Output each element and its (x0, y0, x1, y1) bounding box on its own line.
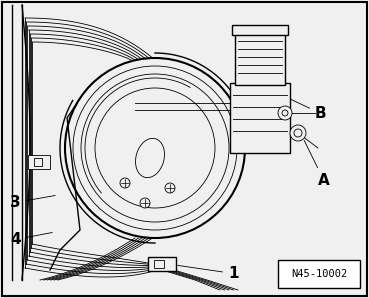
Text: A: A (304, 140, 330, 188)
Bar (154, 260, 164, 268)
Bar (235, 33, 285, 85)
Bar (278, 260, 360, 288)
Circle shape (120, 178, 130, 188)
Bar (28, 155, 50, 169)
Text: B: B (290, 99, 327, 121)
Bar (232, 25, 288, 35)
Text: 1: 1 (178, 266, 238, 281)
Circle shape (165, 183, 175, 193)
Bar (230, 83, 290, 153)
Circle shape (65, 58, 245, 238)
Text: 3: 3 (10, 195, 55, 210)
Bar (148, 257, 176, 271)
Text: N45-10002: N45-10002 (291, 269, 347, 279)
Circle shape (278, 106, 292, 120)
Circle shape (140, 198, 150, 208)
Text: 4: 4 (10, 232, 52, 247)
Bar (34, 158, 42, 166)
Circle shape (290, 125, 306, 141)
